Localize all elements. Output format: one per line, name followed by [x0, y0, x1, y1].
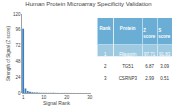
svg-text:0: 0	[18, 91, 21, 96]
svg-text:72: 72	[16, 43, 22, 48]
svg-text:91.83: 91.83	[159, 52, 171, 57]
svg-text:24: 24	[16, 75, 22, 80]
svg-text:30: 30	[87, 95, 93, 100]
svg-text:2: 2	[104, 64, 107, 69]
svg-text:Zscore: Zscore	[143, 28, 156, 39]
svg-text:Strength of Signal (Z score): Strength of Signal (Z score)	[6, 25, 11, 81]
svg-text:1: 1	[104, 52, 107, 57]
svg-text:CSRNP3: CSRNP3	[119, 76, 138, 81]
svg-text:6.87: 6.87	[145, 64, 154, 69]
svg-text:3: 3	[104, 76, 107, 81]
svg-text:Sscore: Sscore	[158, 28, 171, 39]
svg-text:Protein: Protein	[120, 26, 136, 31]
svg-text:0.51: 0.51	[160, 76, 169, 81]
svg-text:Signal Rank: Signal Rank	[43, 100, 70, 106]
svg-text:1: 1	[22, 95, 25, 100]
svg-text:48: 48	[16, 59, 22, 64]
svg-text:96: 96	[16, 27, 22, 32]
svg-text:120: 120	[13, 12, 21, 17]
svg-text:97.71: 97.71	[144, 52, 156, 57]
svg-text:10: 10	[41, 95, 47, 100]
svg-text:TG51: TG51	[122, 64, 134, 69]
svg-text:3.09: 3.09	[160, 64, 169, 69]
svg-text:20: 20	[64, 95, 70, 100]
svg-text:Rank: Rank	[99, 26, 111, 31]
svg-text:2.99: 2.99	[145, 76, 154, 81]
svg-text:Filaggrin: Filaggrin	[119, 52, 137, 57]
svg-text:Human Protein Microarray Speci: Human Protein Microarray Specificity Val…	[25, 1, 151, 7]
